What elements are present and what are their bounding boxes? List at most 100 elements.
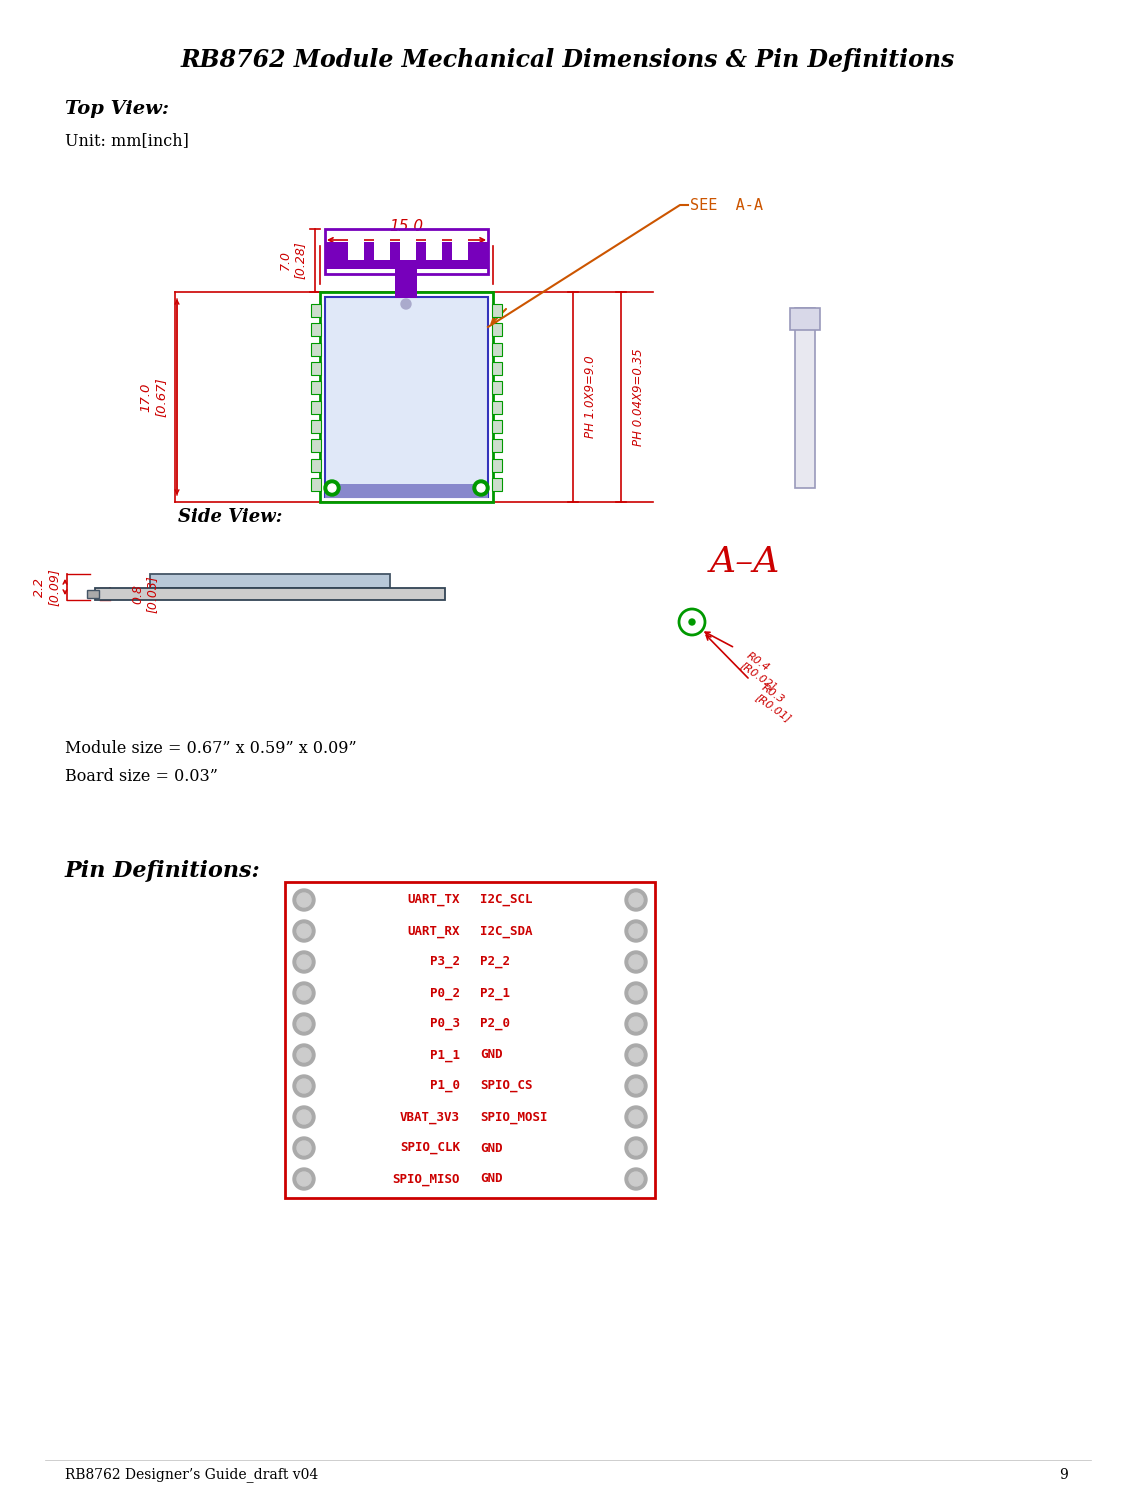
Bar <box>320 293 493 501</box>
Circle shape <box>296 1018 311 1031</box>
Text: 0.8
[0.03]: 0.8 [0.03] <box>131 575 159 612</box>
Bar <box>325 483 488 498</box>
Text: Module size = 0.67” x 0.59” x 0.09”: Module size = 0.67” x 0.59” x 0.09” <box>65 740 357 757</box>
Circle shape <box>629 925 643 938</box>
Circle shape <box>328 483 336 492</box>
Text: GND: GND <box>481 1172 502 1186</box>
Circle shape <box>690 618 695 624</box>
Circle shape <box>296 1079 311 1093</box>
Bar <box>311 362 321 375</box>
Circle shape <box>293 1013 315 1036</box>
Bar <box>87 590 99 597</box>
Text: R0.3
[R0.01]: R0.3 [R0.01] <box>753 681 800 723</box>
Bar <box>311 342 321 356</box>
Bar <box>492 362 502 375</box>
Circle shape <box>629 1048 643 1063</box>
Circle shape <box>296 955 311 970</box>
Text: 7.0
[0.28]: 7.0 [0.28] <box>279 242 307 279</box>
Bar <box>311 401 321 414</box>
Circle shape <box>625 1106 648 1127</box>
Text: Top View:: Top View: <box>65 101 169 119</box>
Text: Board size = 0.03”: Board size = 0.03” <box>65 769 218 785</box>
Text: SPIO_CS: SPIO_CS <box>481 1079 533 1093</box>
Bar <box>325 230 488 275</box>
Text: UART_TX: UART_TX <box>408 893 460 907</box>
Text: SPIO_CLK: SPIO_CLK <box>400 1141 460 1154</box>
Bar <box>374 230 390 260</box>
Text: Side View:: Side View: <box>178 507 282 525</box>
Circle shape <box>293 1168 315 1190</box>
Bar <box>492 342 502 356</box>
Bar <box>325 297 488 497</box>
Circle shape <box>629 893 643 907</box>
Bar <box>492 401 502 414</box>
Bar <box>311 381 321 395</box>
Text: P3_2: P3_2 <box>431 956 460 968</box>
Text: P2_0: P2_0 <box>481 1018 510 1031</box>
Bar <box>492 420 502 432</box>
Circle shape <box>625 1013 648 1036</box>
Circle shape <box>296 925 311 938</box>
Text: P1_1: P1_1 <box>431 1049 460 1061</box>
Bar <box>492 323 502 336</box>
Circle shape <box>296 1048 311 1063</box>
Text: SEE  A-A: SEE A-A <box>690 198 763 213</box>
Circle shape <box>625 982 648 1004</box>
Text: 9: 9 <box>1059 1468 1068 1481</box>
Text: 15.0: 15.0 <box>389 219 423 234</box>
Circle shape <box>293 889 315 911</box>
Text: I2C_SDA: I2C_SDA <box>481 925 533 938</box>
Text: SPIO_MISO: SPIO_MISO <box>393 1172 460 1186</box>
Circle shape <box>296 986 311 1000</box>
Circle shape <box>629 955 643 970</box>
Text: GND: GND <box>481 1141 502 1154</box>
Bar <box>426 230 442 260</box>
Text: [0.59]: [0.59] <box>385 245 427 258</box>
Bar <box>150 573 390 588</box>
Circle shape <box>625 952 648 973</box>
Text: VBAT_3V3: VBAT_3V3 <box>400 1111 460 1124</box>
Circle shape <box>629 1018 643 1031</box>
Circle shape <box>629 1141 643 1154</box>
Bar <box>492 440 502 452</box>
Circle shape <box>625 1168 648 1190</box>
Text: RB8762 Module Mechanical Dimensions & Pin Definitions: RB8762 Module Mechanical Dimensions & Pi… <box>181 48 955 72</box>
Circle shape <box>625 920 648 943</box>
Text: P1_0: P1_0 <box>431 1079 460 1093</box>
Circle shape <box>679 609 705 635</box>
Text: P0_3: P0_3 <box>431 1018 460 1031</box>
Circle shape <box>473 480 488 495</box>
Circle shape <box>625 1075 648 1097</box>
Bar <box>325 242 488 269</box>
Circle shape <box>296 1141 311 1154</box>
Circle shape <box>324 480 340 495</box>
Bar <box>311 459 321 471</box>
Bar <box>795 308 815 488</box>
Text: Unit: mm[inch]: Unit: mm[inch] <box>65 132 189 149</box>
Text: P2_2: P2_2 <box>481 956 510 968</box>
Bar <box>492 477 502 491</box>
Circle shape <box>629 1111 643 1124</box>
Circle shape <box>629 1172 643 1186</box>
Text: 17.0
[0.67]: 17.0 [0.67] <box>139 377 167 417</box>
Bar <box>311 477 321 491</box>
Text: P0_2: P0_2 <box>431 986 460 1000</box>
Circle shape <box>625 1045 648 1066</box>
Bar <box>400 230 416 260</box>
Bar <box>790 308 820 330</box>
Circle shape <box>629 1079 643 1093</box>
Text: 2.2
[0.09]: 2.2 [0.09] <box>33 567 61 606</box>
Bar <box>395 264 417 299</box>
Bar <box>452 230 468 260</box>
Text: A–A: A–A <box>710 545 780 579</box>
Bar <box>311 305 321 317</box>
Circle shape <box>293 1075 315 1097</box>
Bar <box>311 420 321 432</box>
Text: P2_1: P2_1 <box>481 986 510 1000</box>
Bar <box>95 588 445 600</box>
Circle shape <box>296 893 311 907</box>
Circle shape <box>293 1106 315 1127</box>
Circle shape <box>293 920 315 943</box>
Circle shape <box>625 889 648 911</box>
Circle shape <box>296 1111 311 1124</box>
